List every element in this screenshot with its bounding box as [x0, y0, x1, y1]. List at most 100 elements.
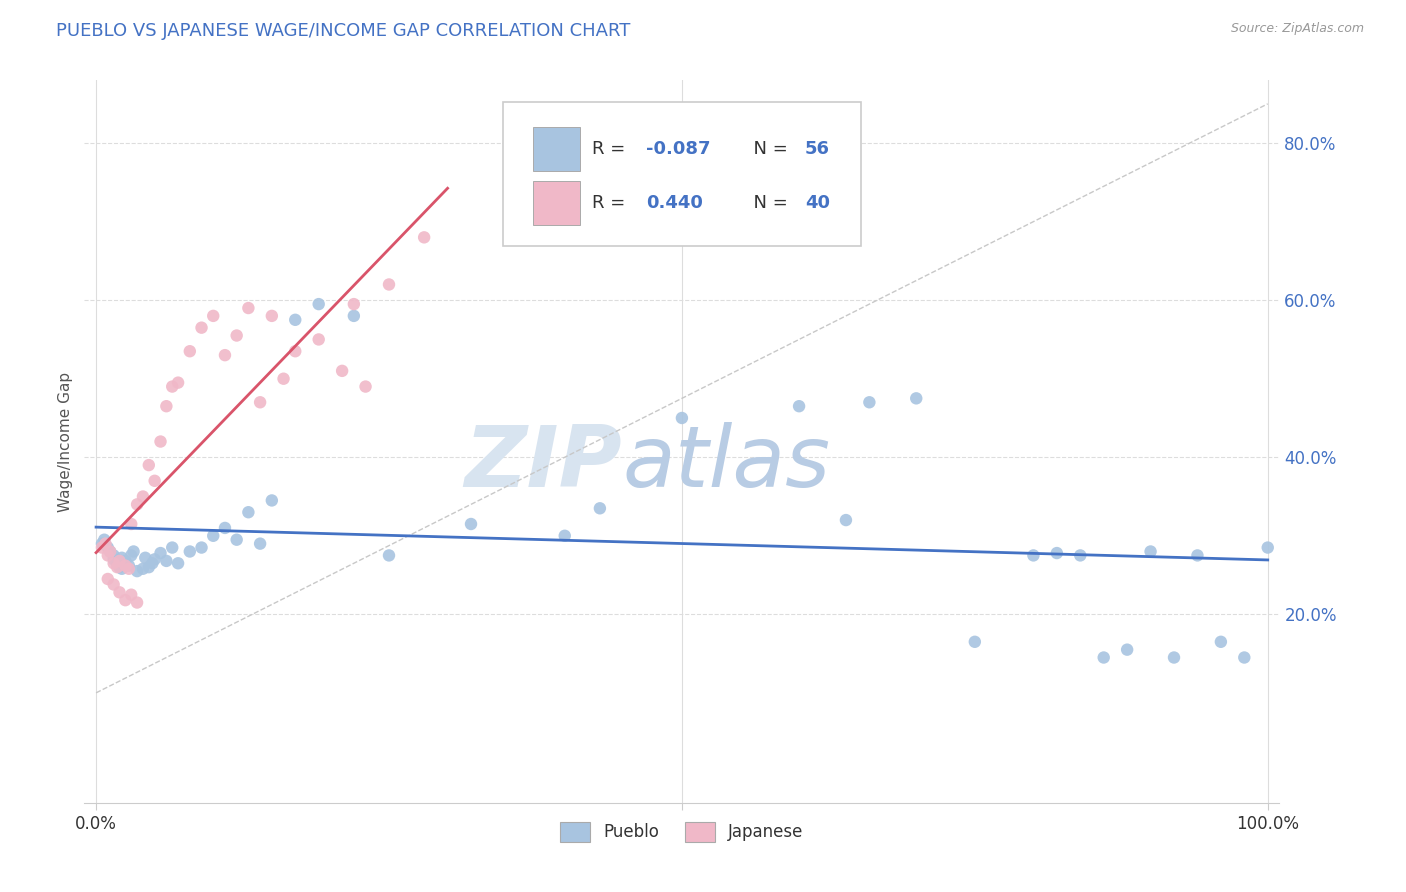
Point	[155, 554, 177, 568]
Point	[90, 541, 114, 555]
Point	[138, 560, 160, 574]
Point	[1022, 549, 1045, 563]
Point	[155, 399, 177, 413]
Point	[132, 562, 155, 576]
Point	[905, 392, 928, 406]
Point	[202, 529, 225, 543]
Text: N =: N =	[742, 140, 793, 158]
Text: ZIP: ZIP	[464, 422, 623, 505]
Point	[1209, 635, 1232, 649]
Text: 56: 56	[806, 140, 830, 158]
Point	[835, 513, 858, 527]
Point	[97, 572, 120, 586]
Point	[343, 309, 366, 323]
Point	[127, 564, 149, 578]
Point	[120, 549, 142, 563]
Point	[1116, 642, 1139, 657]
Point	[122, 544, 145, 558]
Point	[308, 297, 330, 311]
Point	[1139, 544, 1161, 558]
Point	[330, 364, 353, 378]
Text: atlas: atlas	[623, 422, 830, 505]
Point	[225, 533, 247, 547]
FancyBboxPatch shape	[533, 181, 581, 225]
Point	[354, 379, 377, 393]
Point	[143, 552, 166, 566]
Point	[94, 536, 117, 550]
Point	[238, 505, 260, 519]
Point	[114, 554, 136, 568]
Point	[273, 372, 295, 386]
Point	[167, 376, 190, 390]
Point	[238, 301, 260, 315]
Point	[134, 550, 156, 565]
Point	[190, 320, 212, 334]
Point	[190, 541, 212, 555]
Point	[105, 556, 128, 570]
Point	[132, 490, 155, 504]
Point	[787, 399, 810, 413]
Point	[413, 230, 436, 244]
Point	[149, 434, 172, 449]
Point	[98, 544, 121, 558]
Point	[90, 536, 114, 550]
Y-axis label: Wage/Income Gap: Wage/Income Gap	[58, 371, 73, 512]
Point	[260, 309, 283, 323]
Text: 40: 40	[806, 194, 830, 212]
Point	[179, 344, 201, 359]
Point	[1187, 549, 1209, 563]
Point	[1233, 650, 1256, 665]
Point	[127, 595, 149, 609]
Point	[103, 556, 125, 570]
Point	[858, 395, 880, 409]
Point	[103, 577, 125, 591]
Point	[260, 493, 283, 508]
Text: R =: R =	[592, 194, 637, 212]
Point	[284, 313, 307, 327]
Point	[225, 328, 247, 343]
Point	[127, 497, 149, 511]
Text: 0.440: 0.440	[647, 194, 703, 212]
Text: R =: R =	[592, 140, 631, 158]
Point	[167, 556, 190, 570]
Point	[214, 521, 236, 535]
Point	[202, 309, 225, 323]
Point	[105, 560, 128, 574]
Point	[149, 546, 172, 560]
Point	[108, 585, 131, 599]
Point	[963, 635, 986, 649]
Point	[120, 588, 142, 602]
Point	[1163, 650, 1185, 665]
Point	[460, 516, 482, 531]
FancyBboxPatch shape	[503, 102, 862, 246]
Point	[97, 549, 120, 563]
Point	[162, 541, 183, 555]
Point	[118, 562, 141, 576]
Point	[93, 533, 115, 547]
Point	[111, 562, 134, 576]
Text: PUEBLO VS JAPANESE WAGE/INCOME GAP CORRELATION CHART: PUEBLO VS JAPANESE WAGE/INCOME GAP CORRE…	[56, 22, 631, 40]
Point	[108, 560, 131, 574]
Point	[378, 549, 401, 563]
Point	[554, 529, 576, 543]
Point	[118, 558, 141, 573]
Point	[343, 297, 366, 311]
Point	[1069, 549, 1091, 563]
Point	[114, 558, 136, 573]
Point	[138, 458, 160, 472]
Point	[103, 552, 125, 566]
Point	[378, 277, 401, 292]
Point	[98, 544, 121, 558]
Text: N =: N =	[742, 194, 793, 212]
Point	[249, 536, 271, 550]
Point	[97, 541, 120, 555]
Text: Source: ZipAtlas.com: Source: ZipAtlas.com	[1230, 22, 1364, 36]
Point	[114, 593, 136, 607]
Point	[589, 501, 612, 516]
Point	[108, 554, 131, 568]
Point	[141, 556, 163, 570]
Point	[179, 544, 201, 558]
Point	[214, 348, 236, 362]
Legend: Pueblo, Japanese: Pueblo, Japanese	[554, 815, 810, 848]
FancyBboxPatch shape	[533, 128, 581, 170]
